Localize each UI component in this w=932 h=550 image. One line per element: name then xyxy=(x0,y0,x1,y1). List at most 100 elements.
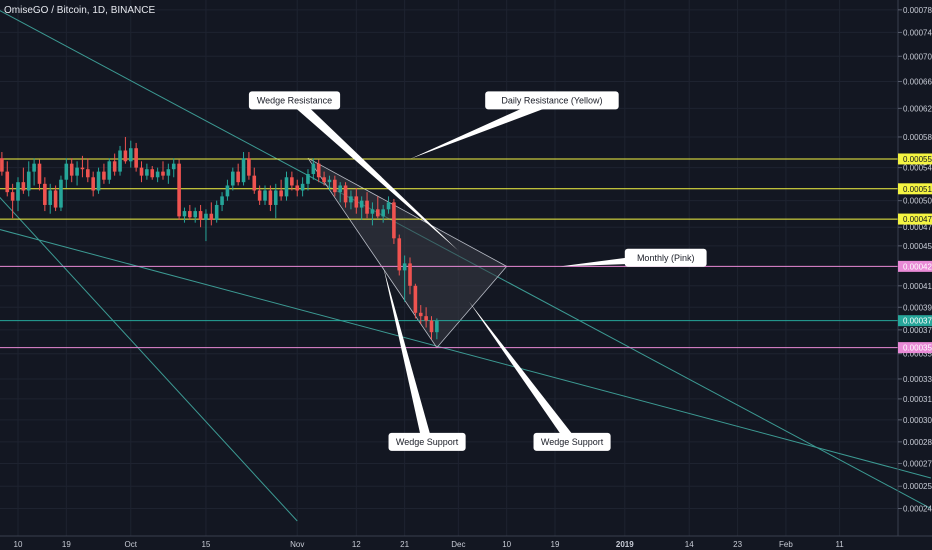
trendline xyxy=(0,196,298,522)
candle-body xyxy=(48,190,53,205)
candle-body xyxy=(118,150,122,172)
candle-body xyxy=(59,179,63,208)
candle-body xyxy=(32,163,36,172)
candle-body xyxy=(359,200,364,208)
x-tick-label: Oct xyxy=(125,540,138,549)
candle-body xyxy=(75,167,79,176)
candle-body xyxy=(311,163,316,175)
candle-body xyxy=(0,158,4,172)
x-tick-label: 11 xyxy=(835,540,844,549)
level-price-label-bg xyxy=(898,183,932,195)
candle-body xyxy=(429,320,434,333)
candle-body xyxy=(435,320,439,333)
candle-body xyxy=(354,196,359,208)
candle-body xyxy=(263,190,267,201)
level-price-label: 0.000429 xyxy=(903,262,932,271)
candle-body xyxy=(161,171,165,176)
candle-body xyxy=(209,213,214,220)
time-axis[interactable]: 10 19 Oct 15 Nov 12 21 Dec 10 19 2019 14 23 Feb 11 xyxy=(14,540,845,549)
candle-body xyxy=(220,196,224,205)
trendline xyxy=(0,229,932,479)
x-tick-label: Nov xyxy=(290,540,304,549)
callout-box xyxy=(388,432,466,451)
candle-body xyxy=(231,171,235,186)
x-tick-label: 19 xyxy=(62,540,71,549)
candle-body xyxy=(392,202,396,239)
x-tick-label: 10 xyxy=(14,540,23,549)
chart-title: OmiseGO / Bitcoin, 1D, BINANCE xyxy=(4,5,155,16)
candle-body xyxy=(53,190,58,208)
candle-body xyxy=(397,238,402,271)
candle-body xyxy=(300,183,305,191)
callout-box xyxy=(485,91,619,110)
candle-body xyxy=(386,202,391,210)
x-tick-label: 10 xyxy=(502,540,511,549)
candle-body xyxy=(236,171,240,183)
candle-body xyxy=(349,196,353,203)
y-tick-label: 0.000244 xyxy=(903,505,932,514)
candle-body xyxy=(413,285,418,313)
candle-body xyxy=(241,158,246,183)
candle-body xyxy=(316,163,321,178)
candle-body xyxy=(128,148,133,162)
candle-body xyxy=(21,182,26,191)
callout-label: Monthly (Pink) xyxy=(637,253,695,263)
candle-body xyxy=(16,182,20,201)
candle-body xyxy=(102,171,106,180)
candle-body xyxy=(225,185,230,197)
candle-body xyxy=(37,163,42,184)
candle-body xyxy=(365,200,369,214)
candle-body xyxy=(327,179,332,183)
callout-label: Daily Resistance (Yellow) xyxy=(501,96,602,106)
callout-box xyxy=(624,248,707,267)
candle-body xyxy=(69,163,74,176)
y-tick-label: 0.000315 xyxy=(903,395,932,404)
callouts-layer: Wedge Resistance Daily Resistance (Yellow… xyxy=(248,91,707,451)
candle-body xyxy=(193,211,198,218)
candle-body xyxy=(279,190,283,197)
candle-body xyxy=(64,163,69,180)
x-tick-label: 19 xyxy=(551,540,560,549)
x-tick-label: 15 xyxy=(201,540,210,549)
candle-body xyxy=(408,263,412,286)
callout-label: Wedge Support xyxy=(541,437,604,447)
candle-body xyxy=(273,190,278,205)
level-price-label-bg xyxy=(898,342,932,354)
level-price-label-bg xyxy=(898,260,932,272)
candle-body xyxy=(424,316,428,321)
candle-body xyxy=(343,185,348,203)
y-tick-label: 0.000257 xyxy=(903,482,932,491)
candle-body xyxy=(155,171,160,178)
candle-body xyxy=(166,169,171,176)
candle-body xyxy=(252,175,257,191)
candle-body xyxy=(204,213,208,220)
candle-body xyxy=(198,211,203,220)
x-tick-label: 21 xyxy=(400,540,409,549)
candle-body xyxy=(333,179,337,193)
level-price-label-bg xyxy=(898,153,932,165)
x-tick-label: Dec xyxy=(451,540,465,549)
callout-label: Wedge Resistance xyxy=(257,96,332,106)
candle-body xyxy=(338,185,342,193)
candle-body xyxy=(402,263,407,271)
candle-body xyxy=(284,177,289,197)
x-tick-label: 23 xyxy=(733,540,742,549)
candle-body xyxy=(257,190,262,201)
candle-body xyxy=(247,158,251,176)
candle-body xyxy=(188,211,192,218)
level-price-label-bg xyxy=(898,213,932,225)
